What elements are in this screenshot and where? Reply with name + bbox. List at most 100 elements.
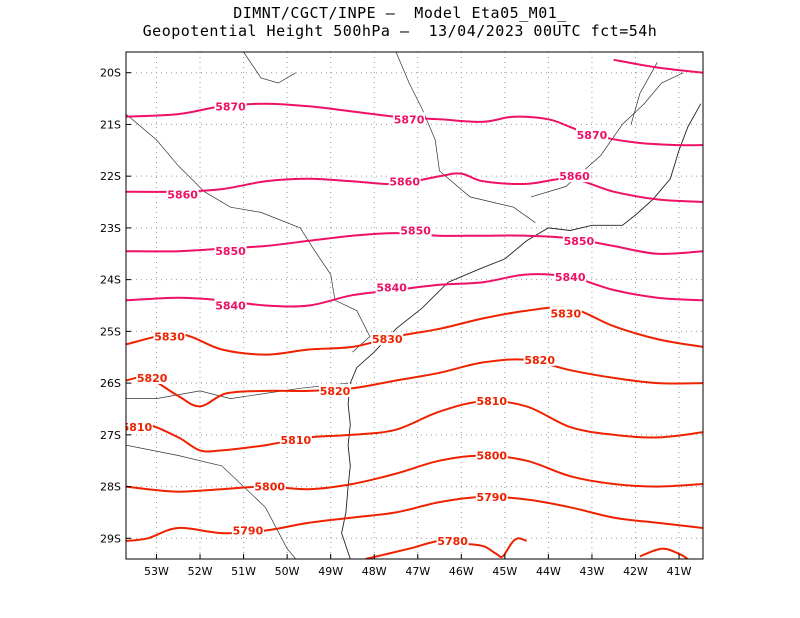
state-border xyxy=(630,62,658,125)
contour-label-5780: 5780 xyxy=(437,535,468,548)
lon-tick-label: 49W xyxy=(318,565,343,578)
state-border xyxy=(126,382,349,399)
lon-tick-label: 43W xyxy=(580,565,605,578)
contour-5780 xyxy=(639,547,689,559)
contour-label-bg xyxy=(231,523,264,537)
contour-label-5820: 5820 xyxy=(137,372,168,385)
plot-frame xyxy=(125,51,704,560)
contour-label-5860: 5860 xyxy=(167,188,198,201)
contour-5860 xyxy=(126,172,703,203)
lon-tick-label: 50W xyxy=(275,565,300,578)
state-border xyxy=(126,444,297,559)
contour-label-bg xyxy=(279,433,312,447)
state-border xyxy=(530,72,684,198)
contour-label-bg xyxy=(214,99,247,113)
grid-lines xyxy=(126,52,703,559)
contour-label-bg xyxy=(319,383,352,397)
contour-label-bg xyxy=(475,448,508,462)
contour-5780 xyxy=(365,537,527,559)
title-line-1: DIMNT/CGCT/INPE – Model Eta05_M01_ xyxy=(233,4,567,22)
contour-label-5830: 5830 xyxy=(551,307,582,320)
contour-label-bg xyxy=(166,187,199,201)
lon-tick-label: 52W xyxy=(188,565,213,578)
contour-label-5820: 5820 xyxy=(320,385,351,398)
contour-label-bg xyxy=(554,270,587,284)
contour-label-5850: 5850 xyxy=(215,245,246,258)
contour-label-bg xyxy=(136,370,169,384)
contour-label-5830: 5830 xyxy=(154,331,185,344)
lon-tick-label: 47W xyxy=(405,565,430,578)
contour-label-5860: 5860 xyxy=(559,170,590,183)
coastline xyxy=(341,103,702,559)
contour-label-5870: 5870 xyxy=(215,100,246,113)
lon-tick-label: 46W xyxy=(449,565,474,578)
contour-label-bg xyxy=(214,244,247,258)
state-border xyxy=(395,52,536,223)
contour-label-bg xyxy=(126,420,153,434)
contour-5790 xyxy=(126,495,703,542)
contour-label-bg xyxy=(375,280,408,294)
contour-label-bg xyxy=(549,306,582,320)
contour-label-5810: 5810 xyxy=(281,434,312,447)
contour-5820 xyxy=(126,358,703,408)
contour-label-5810: 5810 xyxy=(476,395,507,408)
contour-label-bg xyxy=(399,223,432,237)
contour-label-bg xyxy=(214,298,247,312)
contour-label-bg xyxy=(562,233,595,247)
contour-label-5870: 5870 xyxy=(577,129,608,142)
contour-label-bg xyxy=(558,169,591,183)
contour-label-5800: 5800 xyxy=(254,481,285,494)
lat-tick-label: 20S xyxy=(100,67,121,80)
contour-label-5850: 5850 xyxy=(564,235,595,248)
contour-label-bg xyxy=(393,112,426,126)
contour-label-5790: 5790 xyxy=(476,491,507,504)
contour-label-5840: 5840 xyxy=(215,300,246,313)
contour-lines: 5870 5870 5870 5860 5860 5860 5850 5850 5850 5840… xyxy=(122,58,703,559)
lat-tick-label: 22S xyxy=(100,170,121,183)
contour-label-bg xyxy=(253,479,286,493)
contour-label-5800: 5800 xyxy=(476,450,507,463)
title-line-2: Geopotential Height 500hPa – 13/04/2023 … xyxy=(142,22,658,40)
contour-5800 xyxy=(126,454,703,493)
contour-label-bg xyxy=(388,174,421,188)
contour-label-5830: 5830 xyxy=(372,333,403,346)
contour-label-5840: 5840 xyxy=(376,281,407,294)
contour-label-5870: 5870 xyxy=(394,113,425,126)
contour-5810 xyxy=(126,399,703,453)
lat-tick-label: 21S xyxy=(100,118,121,131)
map-title: DIMNT/CGCT/INPE – Model Eta05_M01_ Geopo… xyxy=(0,4,800,40)
contour-label-bg xyxy=(475,489,508,503)
axis-ticks: 53W 52W 51W 50W 49W 48W 47W 46W 45W 44W 43W 42W 41W 2… xyxy=(100,67,692,578)
lat-tick-label: 23S xyxy=(100,222,121,235)
lat-tick-label: 28S xyxy=(100,481,121,494)
lon-tick-label: 41W xyxy=(667,565,692,578)
contour-label-5820: 5820 xyxy=(524,354,555,367)
lon-tick-label: 45W xyxy=(492,565,517,578)
contour-label-bg xyxy=(371,332,404,346)
lon-tick-label: 42W xyxy=(623,565,648,578)
state-border xyxy=(126,113,371,353)
contour-5870 xyxy=(613,58,703,74)
contour-5840 xyxy=(126,273,703,308)
lon-tick-label: 44W xyxy=(536,565,561,578)
contour-label-5790: 5790 xyxy=(233,525,264,538)
contour-label-5840: 5840 xyxy=(555,271,586,284)
lat-tick-label: 26S xyxy=(100,377,121,390)
geography xyxy=(126,52,702,559)
lat-tick-label: 24S xyxy=(100,274,121,287)
state-border xyxy=(243,52,296,84)
lat-tick-label: 27S xyxy=(100,429,121,442)
contour-label-bg xyxy=(523,352,556,366)
contour-label-bg xyxy=(436,533,469,547)
contour-label-5860: 5860 xyxy=(389,175,420,188)
contour-label-5850: 5850 xyxy=(400,224,431,237)
contour-5830 xyxy=(126,306,703,356)
contour-label-bg xyxy=(153,329,186,343)
lon-tick-label: 51W xyxy=(231,565,256,578)
lon-tick-label: 53W xyxy=(144,565,169,578)
lat-tick-label: 29S xyxy=(100,532,121,545)
contour-label-5810: 5810 xyxy=(122,421,153,434)
contour-label-bg xyxy=(575,127,608,141)
contour-label-bg xyxy=(475,394,508,408)
